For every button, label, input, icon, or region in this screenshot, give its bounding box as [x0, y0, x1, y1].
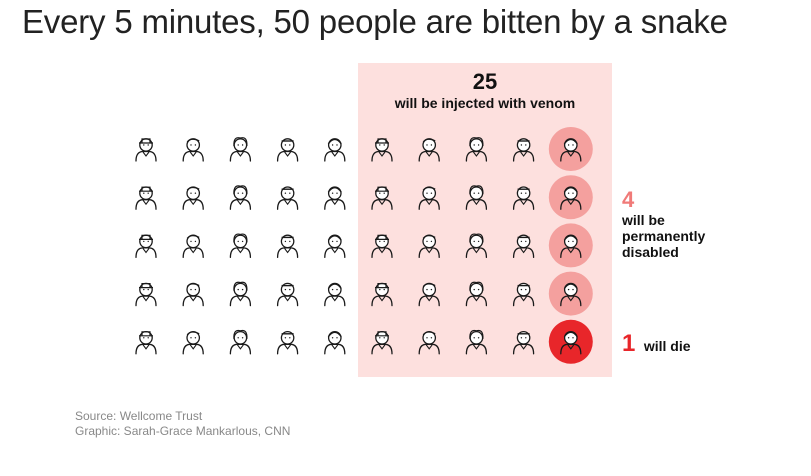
person-icon — [135, 186, 157, 210]
person-icon — [276, 138, 299, 162]
person-icon — [465, 233, 488, 259]
person-icon — [182, 186, 204, 210]
person-icon — [324, 330, 346, 355]
person-icon — [135, 282, 157, 307]
person-icon — [324, 138, 346, 162]
person-icon — [465, 281, 488, 307]
person-icon — [371, 186, 393, 210]
person-icon — [371, 234, 393, 259]
person-icon — [229, 137, 252, 162]
person-icon — [182, 138, 204, 162]
person-icon — [512, 282, 535, 307]
graphic-credit-line: Graphic: Sarah-Grace Mankarlous, CNN — [75, 424, 291, 438]
person-icon — [276, 330, 299, 355]
person-icon — [182, 330, 204, 355]
chart-title: Every 5 minutes, 50 people are bitten by… — [22, 3, 728, 40]
person-icon — [182, 282, 204, 307]
person-icon — [465, 185, 488, 210]
person-icon — [548, 319, 593, 364]
person-icon — [548, 223, 593, 268]
person-icon — [135, 330, 157, 355]
person-icon — [418, 186, 440, 210]
person-icon — [465, 137, 488, 162]
person-icon — [512, 330, 535, 355]
disabled-label: will be permanently disabled — [622, 212, 706, 260]
person-icon — [276, 234, 299, 259]
death-count: 1 — [622, 330, 636, 357]
person-icon — [418, 234, 440, 259]
source-credit: Source: Wellcome Trust Graphic: Sarah-Gr… — [75, 409, 290, 439]
person-icon — [276, 186, 299, 210]
disabled-count: 4 — [622, 187, 635, 212]
death-label: will die — [643, 338, 691, 354]
person-icon — [229, 281, 252, 307]
person-icon — [229, 329, 252, 355]
person-icon — [512, 234, 535, 259]
source-line: Source: Wellcome Trust — [75, 409, 203, 423]
person-icon — [548, 271, 593, 316]
death-annotation: 1 will die — [622, 330, 691, 358]
person-icon — [418, 330, 440, 355]
person-icon — [135, 138, 157, 162]
venom-count: 25 — [472, 69, 498, 94]
person-icon — [229, 185, 252, 210]
person-icon — [371, 282, 393, 307]
person-icon — [418, 282, 440, 307]
person-icon — [324, 282, 346, 307]
person-icon — [512, 186, 535, 210]
person-icon — [182, 234, 204, 259]
person-icon — [135, 234, 157, 259]
person-icon — [512, 138, 535, 162]
person-icon — [418, 138, 440, 162]
person-icon — [465, 329, 488, 355]
person-icon — [371, 330, 393, 355]
person-icon — [229, 233, 252, 259]
venom-label: will be injected with venom — [394, 95, 576, 111]
person-icon — [548, 127, 593, 171]
person-icon — [276, 282, 299, 307]
person-icon — [324, 186, 346, 210]
person-icon — [371, 138, 393, 162]
person-icon — [548, 175, 593, 220]
person-icon — [324, 234, 346, 259]
